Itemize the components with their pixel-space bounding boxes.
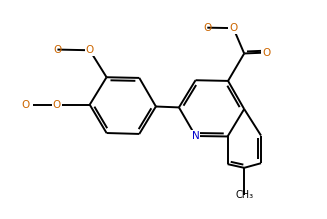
Text: N: N [192, 131, 199, 141]
Text: CH₃: CH₃ [235, 190, 253, 200]
Text: O: O [229, 23, 237, 33]
Text: O: O [53, 100, 61, 110]
Text: O: O [86, 45, 94, 55]
Text: O: O [53, 44, 61, 55]
Text: O: O [262, 48, 270, 58]
Text: O: O [21, 100, 29, 110]
Text: O: O [203, 23, 212, 33]
